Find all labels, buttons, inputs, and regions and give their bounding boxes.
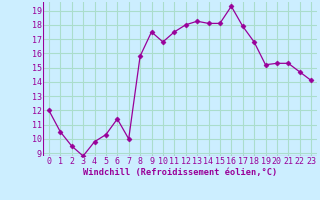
X-axis label: Windchill (Refroidissement éolien,°C): Windchill (Refroidissement éolien,°C) [83, 168, 277, 177]
